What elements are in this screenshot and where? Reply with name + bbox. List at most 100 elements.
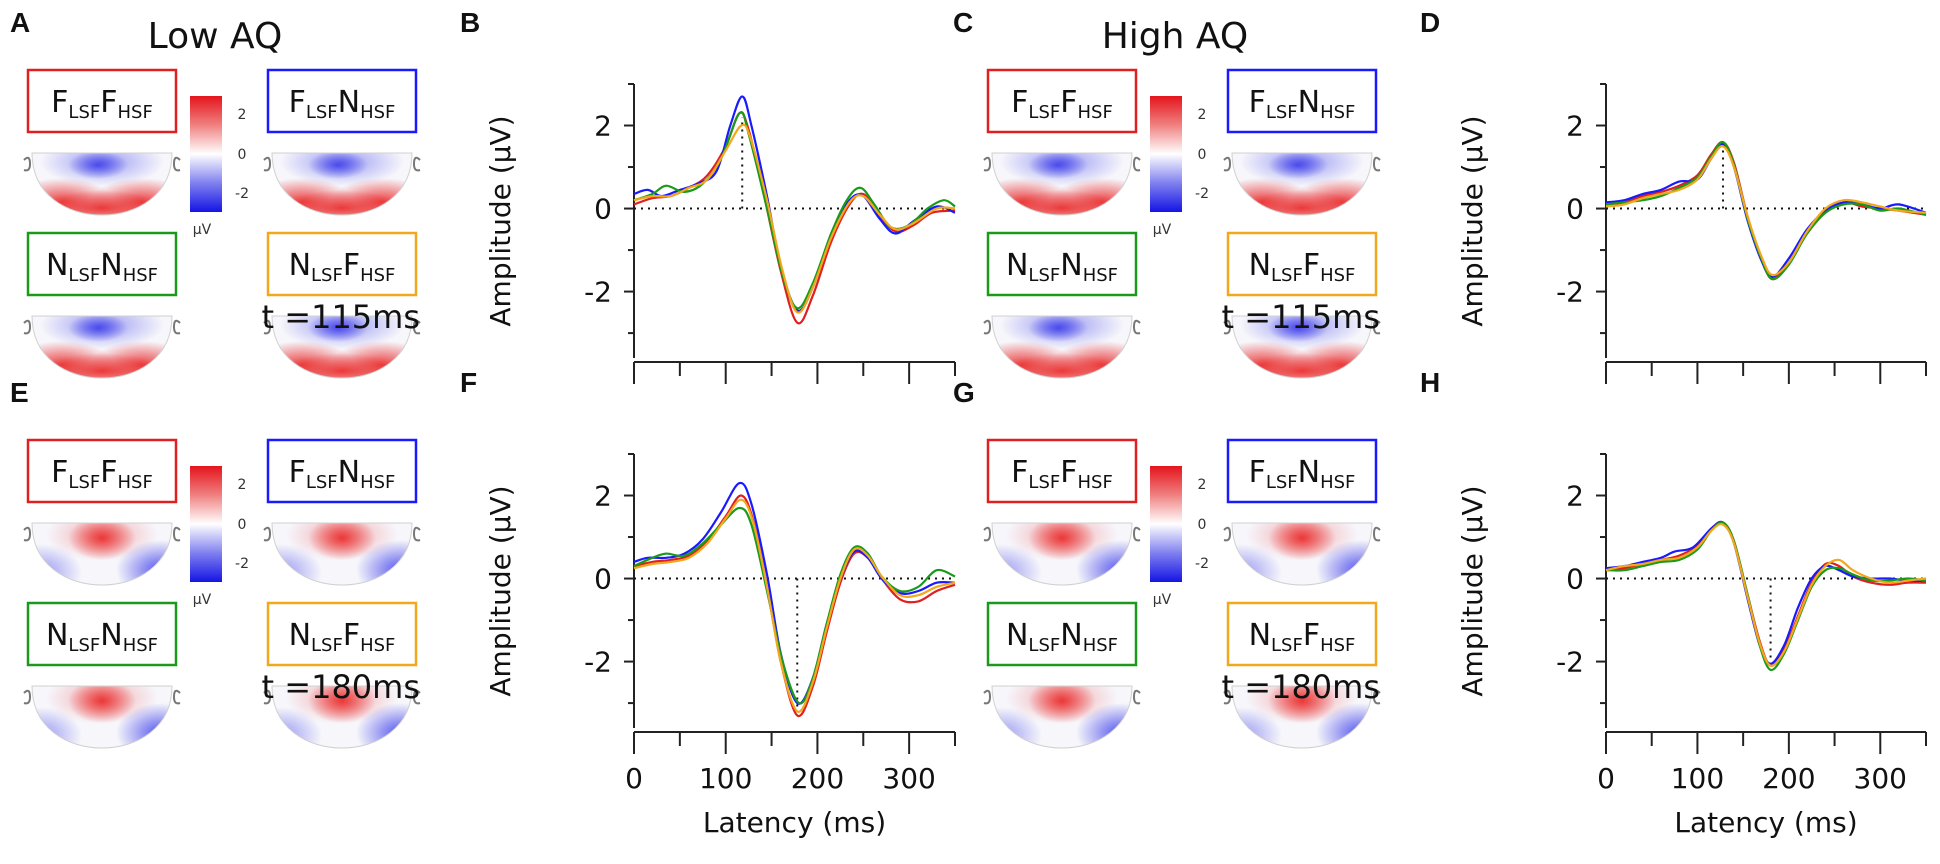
- series-line-flsf-fhsf: [633, 111, 956, 325]
- series-line-flsf-nhsf: [633, 95, 956, 312]
- topo-panel-C: C FLSFFHSF FLSFNHSF NLSFNHSF NLSFFHSF 2 0 -2 μV t…: [953, 7, 1394, 389]
- colorbar-unit: μV: [1153, 592, 1172, 608]
- colorbar-tick-label: -2: [235, 186, 249, 202]
- condition-label-FLSF_FHSF: FLSFFHSF: [2, 438, 204, 600]
- scalp-map: [10, 138, 194, 226]
- scalp-map: [1210, 138, 1394, 226]
- series-line-nlsf-nhsf: [633, 506, 956, 705]
- time-label: t =115ms: [262, 298, 420, 336]
- condition-label-FLSF_FHSF: FLSFFHSF: [10, 68, 194, 226]
- condition-label-FLSF_FHSF: FLSFFHSF: [970, 68, 1154, 226]
- condition-box: [26, 68, 178, 134]
- condition-label-text: NLSFNHSF: [46, 248, 158, 286]
- condition-label-text: NLSFNHSF: [1006, 618, 1118, 656]
- condition-label-text: FLSFNHSF: [289, 455, 396, 493]
- scalp-map: [970, 138, 1154, 226]
- panel-letter: H: [1420, 367, 1440, 398]
- scalp-map: [970, 301, 1154, 389]
- scalp-map: [10, 301, 194, 389]
- colorbar-tick-label: -2: [235, 556, 249, 572]
- colorbar-tick-label: 2: [238, 107, 247, 123]
- condition-label-NLSF_FHSF: NLSFFHSF: [242, 601, 444, 763]
- series-line-nlsf-nhsf: [633, 111, 956, 310]
- scalp-map: [250, 138, 434, 226]
- x-tick-label: 200: [791, 762, 844, 795]
- condition-label-text: FLSFNHSF: [289, 85, 396, 123]
- colorbar-tick-label: 0: [238, 517, 247, 533]
- x-tick-label: 0: [625, 762, 643, 795]
- panel-letter: C: [953, 7, 973, 38]
- condition-label-text: FLSFNHSF: [1249, 85, 1356, 123]
- condition-label-FLSF_NHSF: FLSFNHSF: [242, 438, 444, 600]
- series-line-nlsf-nhsf: [1605, 140, 1927, 281]
- colorbar-unit: μV: [193, 222, 212, 238]
- colorbar-tick-label: 0: [1198, 147, 1207, 163]
- scalp-map: [962, 672, 1164, 763]
- series-line-nlsf-fhsf: [633, 123, 956, 314]
- panel-letter: D: [1420, 7, 1440, 38]
- series-line-nlsf-fhsf: [1605, 523, 1927, 667]
- colorbar: 2 0 -2 μV: [190, 96, 249, 238]
- condition-box: [986, 438, 1138, 504]
- y-axis-label: Amplitude (μV): [1456, 115, 1489, 326]
- condition-box: [26, 438, 178, 504]
- condition-box: [986, 601, 1138, 667]
- y-tick-label: 0: [1566, 193, 1584, 226]
- low-aq-title: Low AQ: [148, 16, 283, 57]
- colorbar-tick-label: 0: [238, 147, 247, 163]
- condition-box: [266, 68, 418, 134]
- scalp-map: [1202, 509, 1404, 600]
- condition-label-FLSF_FHSF: FLSFFHSF: [962, 438, 1164, 600]
- time-label: t =115ms: [1222, 298, 1380, 336]
- condition-box: [1226, 68, 1378, 134]
- condition-label-text: NLSFNHSF: [46, 618, 158, 656]
- panel-letter: F: [460, 367, 477, 398]
- topo-panel-A: A FLSFFHSF FLSFNHSF NLSFNHSF NLSFFHSF 2 0 -2 μV t…: [10, 7, 434, 389]
- condition-label-text: FLSFFHSF: [51, 85, 153, 123]
- condition-label-text: NLSFFHSF: [289, 618, 396, 656]
- topo-panel-E: E FLSFFHSF FLSFNHSF NLSFNHSF NLSFFHSF 2 0 -2 μV t…: [2, 377, 444, 763]
- condition-label-text: NLSFNHSF: [1006, 248, 1118, 286]
- panel-letter: G: [953, 377, 975, 408]
- y-tick-label: 2: [594, 480, 612, 513]
- condition-box: [986, 231, 1138, 297]
- colorbar-tick-label: -2: [1195, 556, 1209, 572]
- condition-box: [26, 231, 178, 297]
- erp-chart-B: B 2 0 -2 Amplitude (μV): [460, 7, 956, 384]
- erp-chart-H: H 2 0 -2 0 100 200 300 Latency (ms) Amplitude (μV…: [1420, 367, 1927, 839]
- condition-label-text: NLSFFHSF: [1249, 618, 1356, 656]
- erp-chart-D: D 2 0 -2 Amplitude (μV): [1420, 7, 1927, 384]
- condition-label-text: NLSFFHSF: [289, 248, 396, 286]
- colorbar-tick-label: 2: [1198, 477, 1207, 493]
- colorbar-tick-label: -2: [1195, 186, 1209, 202]
- y-tick-label: -2: [584, 276, 612, 309]
- condition-box: [26, 601, 178, 667]
- condition-label-text: NLSFFHSF: [1249, 248, 1356, 286]
- y-tick-label: 0: [594, 563, 612, 596]
- time-label: t =180ms: [262, 668, 420, 706]
- time-label: t =180ms: [1222, 668, 1380, 706]
- panel-letter: B: [460, 7, 480, 38]
- y-tick-label: 2: [1566, 110, 1584, 143]
- x-tick-label: 100: [1671, 762, 1724, 795]
- y-tick-label: -2: [584, 646, 612, 679]
- series-line-flsf-nhsf: [633, 481, 956, 705]
- series-line-nlsf-fhsf: [633, 498, 956, 713]
- condition-label-NLSF_NHSF: NLSFNHSF: [962, 601, 1164, 763]
- x-axis-label: Latency (ms): [1674, 806, 1857, 839]
- colorbar: 2 0 -2 μV: [1150, 96, 1209, 238]
- series-line-nlsf-fhsf: [1605, 145, 1927, 277]
- condition-label-NLSF_FHSF: NLSFFHSF: [1202, 601, 1404, 763]
- condition-label-NLSF_FHSF: NLSFFHSF: [1210, 231, 1394, 389]
- condition-box: [1226, 231, 1378, 297]
- y-axis-label: Amplitude (μV): [484, 485, 517, 696]
- erp-charts: B 2 0 -2 Amplitude (μV) D 2 0 -2 Amplitude (μV) F 2…: [460, 7, 1927, 839]
- colorbar-gradient: [190, 96, 222, 212]
- colorbar: 2 0 -2 μV: [1150, 466, 1209, 608]
- condition-box: [266, 601, 418, 667]
- condition-label-NLSF_NHSF: NLSFNHSF: [970, 231, 1154, 389]
- y-tick-label: 2: [1566, 480, 1584, 513]
- y-tick-label: 0: [594, 193, 612, 226]
- colorbar: 2 0 -2 μV: [190, 466, 249, 608]
